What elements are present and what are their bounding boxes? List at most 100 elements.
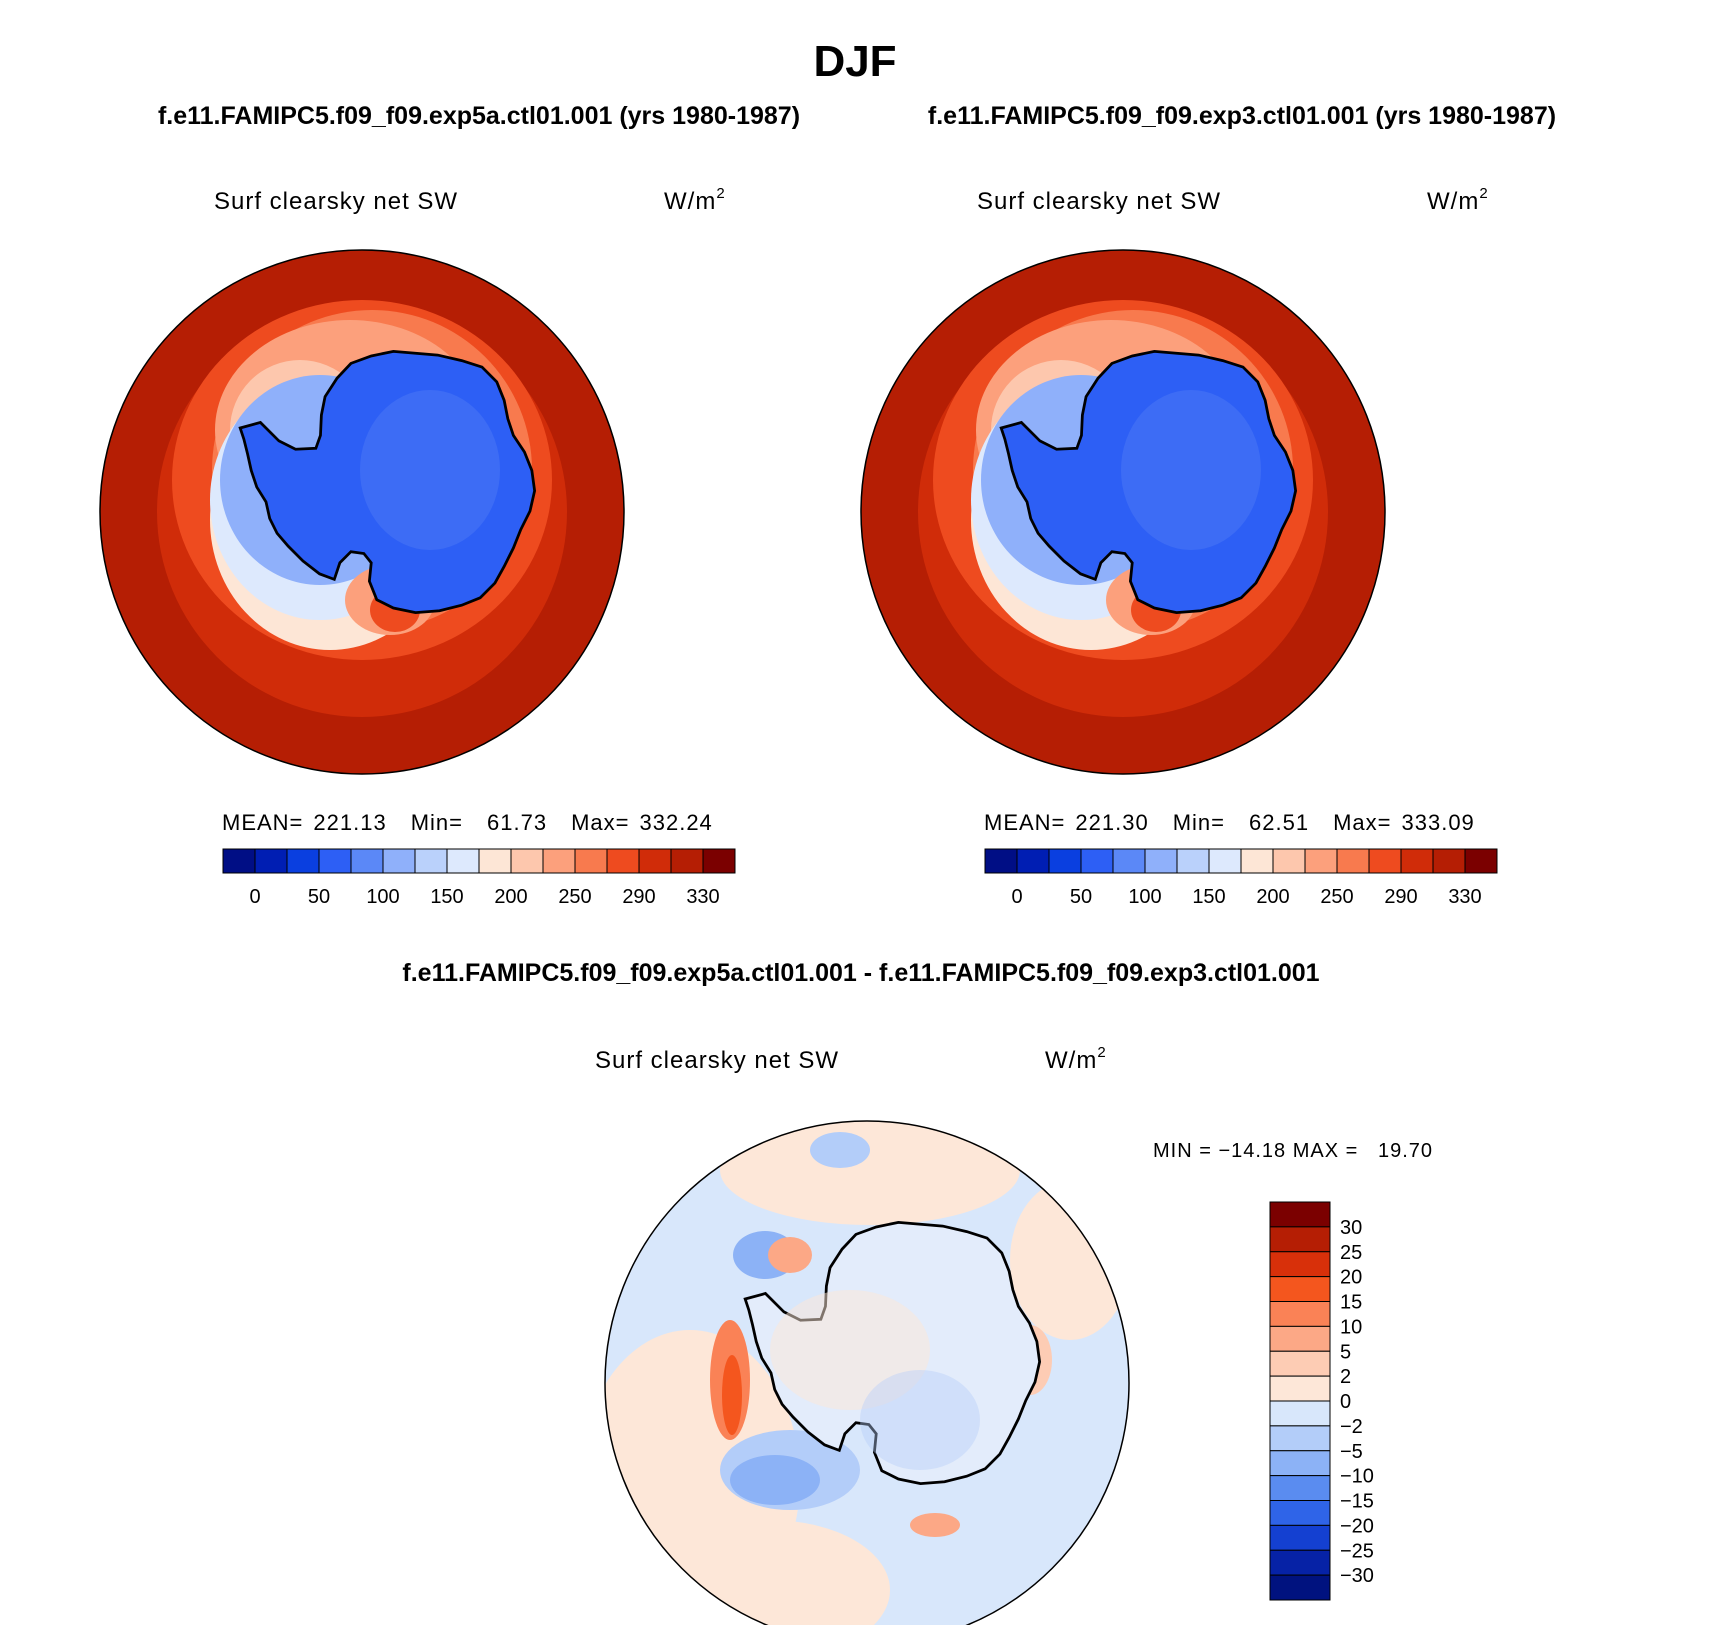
diff-variable: Surf clearsky net SW — [595, 1047, 839, 1074]
diff-colorbar-label: −2 — [1340, 1416, 1363, 1438]
panel-1-colorbar-swatch — [574, 848, 608, 874]
diff-colorbar-label: −25 — [1340, 1540, 1374, 1562]
diff-colorbar-swatch — [1269, 1226, 1331, 1253]
panel-1-colorbar-swatch — [350, 848, 384, 874]
diff-colorbar-label: 15 — [1340, 1292, 1362, 1314]
panel-2-colorbar: 0 50 100 150 200 250 290 330 — [984, 848, 1498, 908]
diff-colorbar-label: 10 — [1340, 1316, 1362, 1338]
diff-colorbar-swatch — [1269, 1400, 1331, 1427]
panel-1-stats: MEAN= 221.13 Min= 61.73 Max= 332.24 — [222, 810, 713, 835]
panel-1-colorbar-swatch — [382, 848, 416, 874]
panel-1-colorbar-label: 200 — [494, 886, 527, 908]
panel-1-variable: Surf clearsky net SW — [214, 188, 458, 215]
diff-colorbar-label: 2 — [1340, 1366, 1351, 1388]
panel-1-colorbar-swatch — [478, 848, 512, 874]
panel-2-colorbar-label: 290 — [1384, 886, 1417, 908]
panel-2-colorbar-swatch — [1208, 848, 1242, 874]
panel-2-colorbar-swatch — [1176, 848, 1210, 874]
panel-1-colorbar-swatch — [510, 848, 544, 874]
panel-2-colorbar-swatch — [1400, 848, 1434, 874]
panel-2-colorbar-swatch — [1432, 848, 1466, 874]
panel-2-colorbar-swatch — [1368, 848, 1402, 874]
diff-colorbar-swatch — [1269, 1251, 1331, 1278]
panel-2-variable: Surf clearsky net SW — [977, 188, 1221, 215]
panel-2-colorbar-swatch — [1272, 848, 1306, 874]
panel-1-colorbar-label: 0 — [249, 886, 260, 908]
panel-1-colorbar-label: 150 — [430, 886, 463, 908]
diff-colorbar-label: 25 — [1340, 1242, 1362, 1264]
panel-1-colorbar-swatch — [542, 848, 576, 874]
diff-colorbar-label: −5 — [1340, 1441, 1363, 1463]
diff-colorbar-swatch — [1269, 1425, 1331, 1452]
panel-1-colorbar-swatch — [254, 848, 288, 874]
diff-colorbar-swatch — [1269, 1276, 1331, 1302]
panel-2-case-title: f.e11.FAMIPC5.f09_f09.exp3.ctl01.001 (yr… — [928, 102, 1556, 130]
panel-1-map-outline — [99, 249, 625, 775]
panel-1-colorbar-label: 50 — [308, 886, 330, 908]
panel-1: Surf clearsky net SW W/m2 MEAN= 221.13 Min… — [99, 185, 736, 908]
diff-colorbar-swatch — [1269, 1574, 1331, 1601]
diff-title: f.e11.FAMIPC5.f09_f09.exp5a.ctl01.001 - … — [402, 959, 1319, 987]
panel-1-colorbar-swatch — [446, 848, 480, 874]
panel-2-colorbar-swatch — [1080, 848, 1114, 874]
panel-2-colorbar-swatch — [1112, 848, 1146, 874]
diff-map — [605, 1121, 1129, 1625]
panel-1-colorbar-label: 290 — [622, 886, 655, 908]
diff-colorbar-swatch — [1269, 1524, 1331, 1551]
panel-2-colorbar-label: 150 — [1192, 886, 1225, 908]
diff-colorbar-swatch — [1269, 1201, 1331, 1228]
panel-2-colorbar-swatch — [1048, 848, 1082, 874]
diff-colorbar-label: 20 — [1340, 1267, 1362, 1289]
diff-colorbar-label: −15 — [1340, 1491, 1374, 1513]
diff-minmax: MIN = −14.18 MAX = 19.70 — [1153, 1140, 1433, 1162]
panel-1-units: W/m2 — [664, 185, 726, 215]
diff-colorbar-swatch — [1269, 1450, 1331, 1477]
panel-2-colorbar-swatch — [1016, 848, 1050, 874]
panel-1-map — [100, 250, 624, 774]
panel-1-colorbar-swatch — [318, 848, 352, 874]
diff-colorbar-label: −30 — [1340, 1565, 1374, 1587]
panel-1-colorbar-swatch — [702, 848, 736, 874]
panel-2-colorbar-swatch — [1304, 848, 1338, 874]
panel-1-case-title: f.e11.FAMIPC5.f09_f09.exp5a.ctl01.001 (y… — [158, 102, 800, 130]
panel-2-colorbar-label: 100 — [1128, 886, 1161, 908]
diff-colorbar-swatch — [1269, 1500, 1331, 1526]
panel-2-colorbar-swatch — [984, 848, 1018, 874]
diff-colorbar-swatch — [1269, 1350, 1331, 1377]
diff-colorbar-label: −20 — [1340, 1515, 1374, 1537]
panel-2-units: W/m2 — [1427, 185, 1489, 215]
panel-2-colorbar-swatch — [1240, 848, 1274, 874]
diff-colorbar-label: −10 — [1340, 1466, 1374, 1488]
panel-1-colorbar: 0 50 100 150 200 250 290 330 — [222, 848, 736, 908]
panel-1-colorbar-swatch — [606, 848, 640, 874]
panel-2-colorbar-label: 0 — [1011, 886, 1022, 908]
panel-2: Surf clearsky net SW W/m2 MEAN= 221.30 Min… — [860, 185, 1498, 908]
panel-1-colorbar-swatch — [222, 848, 256, 874]
panel-2-colorbar-label: 50 — [1070, 886, 1092, 908]
diff-colorbar-swatch — [1269, 1325, 1331, 1352]
diff-units: W/m2 — [1045, 1044, 1107, 1074]
panel-2-colorbar-swatch — [1464, 848, 1498, 874]
panel-2-map-outline — [860, 249, 1386, 775]
panel-1-colorbar-swatch — [414, 848, 448, 874]
panel-2-map — [861, 250, 1385, 774]
panel-2-colorbar-label: 330 — [1448, 886, 1481, 908]
diff-colorbar-swatch — [1269, 1549, 1331, 1576]
panel-1-colorbar-label: 330 — [686, 886, 719, 908]
panel-1-colorbar-label: 250 — [558, 886, 591, 908]
diff-colorbar-swatch — [1269, 1475, 1331, 1501]
panel-1-colorbar-swatch — [286, 848, 320, 874]
panel-2-colorbar-label: 200 — [1256, 886, 1289, 908]
panel-2-colorbar-swatch — [1336, 848, 1370, 874]
panel-2-stats: MEAN= 221.30 Min= 62.51 Max= 333.09 — [984, 810, 1475, 835]
diff-colorbar-label: 5 — [1340, 1341, 1351, 1363]
diff-colorbar-label: 30 — [1340, 1217, 1362, 1239]
figure-title: DJF — [813, 37, 896, 86]
panel-2-colorbar-label: 250 — [1320, 886, 1353, 908]
diff-colorbar-swatch — [1269, 1375, 1331, 1402]
panel-2-colorbar-swatch — [1144, 848, 1178, 874]
diff-colorbar-swatch — [1269, 1301, 1331, 1327]
panel-1-colorbar-label: 100 — [366, 886, 399, 908]
